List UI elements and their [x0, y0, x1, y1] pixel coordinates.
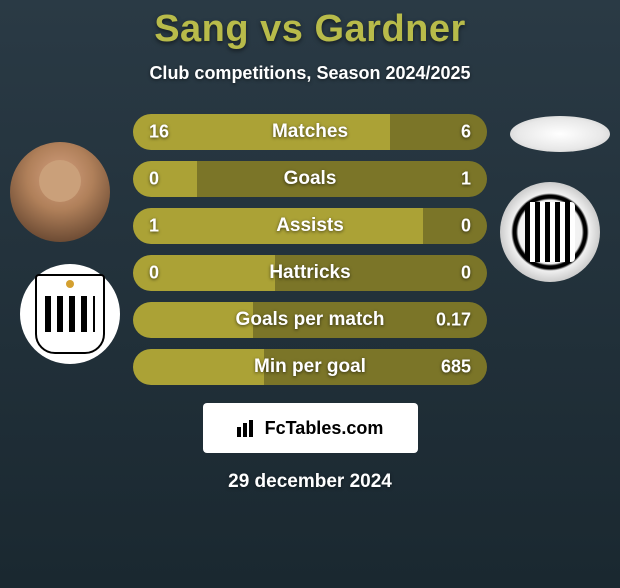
club-right-badge	[500, 182, 600, 282]
stat-bar-right	[390, 114, 487, 150]
stat-bar-label: Assists	[276, 215, 344, 237]
stat-bar-value-right: 685	[441, 357, 471, 378]
stat-bar-row: Hattricks 0 0	[133, 255, 487, 291]
player-left-avatar	[10, 142, 110, 242]
club-left-badge	[20, 264, 120, 364]
subtitle: Club competitions, Season 2024/2025	[0, 63, 620, 84]
stat-bar-label: Matches	[272, 121, 348, 143]
stat-bar-value-right: 0.17	[436, 310, 471, 331]
player-right-avatar	[510, 116, 610, 152]
source-logo-text: FcTables.com	[265, 418, 384, 439]
stat-bar-value-right: 0	[461, 263, 471, 284]
page-title: Sang vs Gardner	[0, 8, 620, 51]
comparison-panel: Matches166Goals01Assists10Hattricks00Goa…	[0, 114, 620, 385]
stat-bar-value-right: 1	[461, 169, 471, 190]
stat-bar-value-left: 1	[149, 216, 159, 237]
stat-bar-left	[133, 161, 197, 197]
stat-bar-row: Matches 16 6	[133, 114, 487, 150]
stat-bar-label: Hattricks	[269, 262, 350, 284]
source-logo: FcTables.com	[203, 403, 418, 453]
stat-bar-row: Goals per match 0.17	[133, 302, 487, 338]
stat-bar-value-left: 0	[149, 169, 159, 190]
stat-bar-value-right: 0	[461, 216, 471, 237]
stat-bar-right	[423, 208, 487, 244]
stat-bar-value-right: 6	[461, 122, 471, 143]
stat-bar-left	[133, 114, 390, 150]
stat-bar-row: Goals 0 1	[133, 161, 487, 197]
stat-bars: Matches166Goals01Assists10Hattricks00Goa…	[133, 114, 487, 385]
stat-bar-row: Assists 1 0	[133, 208, 487, 244]
snapshot-date: 29 december 2024	[0, 471, 620, 493]
stat-bar-value-left: 16	[149, 122, 169, 143]
stat-bar-right	[197, 161, 487, 197]
stat-bar-label: Min per goal	[254, 356, 366, 378]
bars-icon	[237, 419, 259, 437]
stat-bar-label: Goals per match	[236, 309, 385, 331]
stat-bar-value-left: 0	[149, 263, 159, 284]
stat-bar-left	[133, 349, 264, 385]
stat-bar-row: Min per goal 685	[133, 349, 487, 385]
stat-bar-label: Goals	[284, 168, 337, 190]
